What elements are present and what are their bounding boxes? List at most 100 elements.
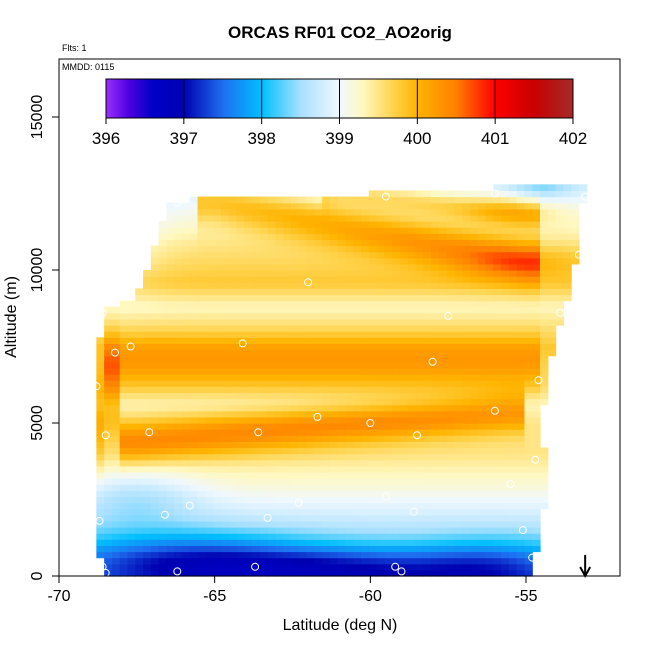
heatmap-cell xyxy=(407,257,417,265)
heatmap-cell xyxy=(228,502,238,510)
heatmap-cell xyxy=(423,423,432,430)
heatmap-cell xyxy=(283,533,292,540)
heatmap-cell xyxy=(329,325,339,332)
heatmap-cell xyxy=(454,270,463,277)
heatmap-cell xyxy=(314,288,323,296)
heatmap-cell xyxy=(524,190,533,198)
colorbar-tick-label: 397 xyxy=(170,129,198,148)
heatmap-cell xyxy=(376,484,385,491)
heatmap-cell xyxy=(345,441,354,449)
heatmap-cell xyxy=(181,300,191,308)
heatmap-cell xyxy=(252,471,261,479)
heatmap-cell xyxy=(540,331,549,338)
heatmap-cell xyxy=(252,196,261,204)
heatmap-cell xyxy=(322,459,331,467)
heatmap-cell xyxy=(399,361,409,369)
heatmap-cell xyxy=(524,459,533,467)
heatmap-cell xyxy=(360,367,370,375)
heatmap-cell xyxy=(111,337,121,345)
heatmap-cell xyxy=(376,441,385,449)
heatmap-cell xyxy=(438,349,448,357)
heatmap-cell xyxy=(275,392,284,400)
heatmap-cell xyxy=(407,367,417,375)
heatmap-cell xyxy=(236,471,245,479)
heatmap-cell xyxy=(469,386,479,393)
heatmap-cell xyxy=(111,361,121,369)
heatmap-cell xyxy=(469,496,479,504)
heatmap-cell xyxy=(376,435,385,442)
heatmap-cell xyxy=(252,300,261,308)
heatmap-cell xyxy=(431,429,440,436)
heatmap-cell xyxy=(314,465,323,473)
heatmap-cell xyxy=(540,221,549,228)
heatmap-cell xyxy=(446,208,455,216)
heatmap-cell xyxy=(477,416,487,424)
heatmap-cell xyxy=(399,551,409,559)
heatmap-cell xyxy=(446,520,455,528)
heatmap-cell xyxy=(493,245,502,253)
heatmap-cell xyxy=(547,331,557,338)
heatmap-cell xyxy=(111,398,121,406)
heatmap-cell xyxy=(298,282,308,289)
heatmap-cell xyxy=(166,563,175,571)
heatmap-cell xyxy=(275,288,284,296)
heatmap-cell xyxy=(477,404,487,412)
heatmap-cell xyxy=(485,490,494,498)
heatmap-cell xyxy=(524,343,533,351)
heatmap-cell xyxy=(127,398,136,406)
heatmap-cell xyxy=(345,557,354,565)
heatmap-cell xyxy=(252,270,261,277)
heatmap-cell xyxy=(259,429,269,436)
heatmap-cell xyxy=(189,563,199,571)
heatmap-cell xyxy=(158,398,168,406)
heatmap-cell xyxy=(431,337,440,345)
heatmap-cell xyxy=(423,221,432,228)
heatmap-cell xyxy=(493,435,502,442)
heatmap-cell xyxy=(337,355,347,363)
heatmap-cell xyxy=(205,349,214,357)
heatmap-cell xyxy=(462,367,471,375)
heatmap-cell xyxy=(446,569,455,577)
heatmap-cell xyxy=(399,386,409,393)
heatmap-cell xyxy=(540,325,549,332)
heatmap-cell xyxy=(275,508,284,516)
heatmap-cell xyxy=(290,367,300,375)
heatmap-cell xyxy=(392,404,401,412)
heatmap-cell xyxy=(524,569,533,577)
heatmap-cell xyxy=(189,416,199,424)
heatmap-cell xyxy=(407,233,417,240)
heatmap-cell xyxy=(236,533,245,540)
heatmap-cell xyxy=(446,423,455,430)
heatmap-cell xyxy=(399,490,409,498)
heatmap-cell xyxy=(501,551,510,559)
heatmap-cell xyxy=(158,478,168,485)
heatmap-cell xyxy=(213,410,222,418)
heatmap-cell xyxy=(314,471,323,479)
heatmap-cell xyxy=(446,282,455,289)
heatmap-cell xyxy=(423,539,432,546)
heatmap-cell xyxy=(143,490,152,498)
heatmap-cell xyxy=(127,423,136,430)
heatmap-cell xyxy=(508,202,518,210)
heatmap-cell xyxy=(322,563,331,571)
heatmap-cell xyxy=(446,539,455,546)
heatmap-cell xyxy=(360,361,370,369)
heatmap-cell xyxy=(368,496,378,504)
heatmap-cell xyxy=(213,282,222,289)
heatmap-cell xyxy=(329,514,339,522)
heatmap-cell xyxy=(220,471,230,479)
heatmap-cell xyxy=(322,527,331,534)
heatmap-cell xyxy=(314,478,323,485)
heatmap-cell xyxy=(143,533,152,540)
heatmap-cell xyxy=(508,386,518,393)
heatmap-cell xyxy=(166,270,175,277)
heatmap-cell xyxy=(275,202,284,210)
heatmap-cell xyxy=(314,441,323,449)
heatmap-cell xyxy=(547,318,557,326)
heatmap-cell xyxy=(290,251,300,259)
heatmap-cell xyxy=(446,514,455,522)
heatmap-cell xyxy=(360,410,370,418)
heatmap-cell xyxy=(244,245,253,253)
heatmap-cell xyxy=(438,245,448,253)
heatmap-cell xyxy=(220,533,230,540)
